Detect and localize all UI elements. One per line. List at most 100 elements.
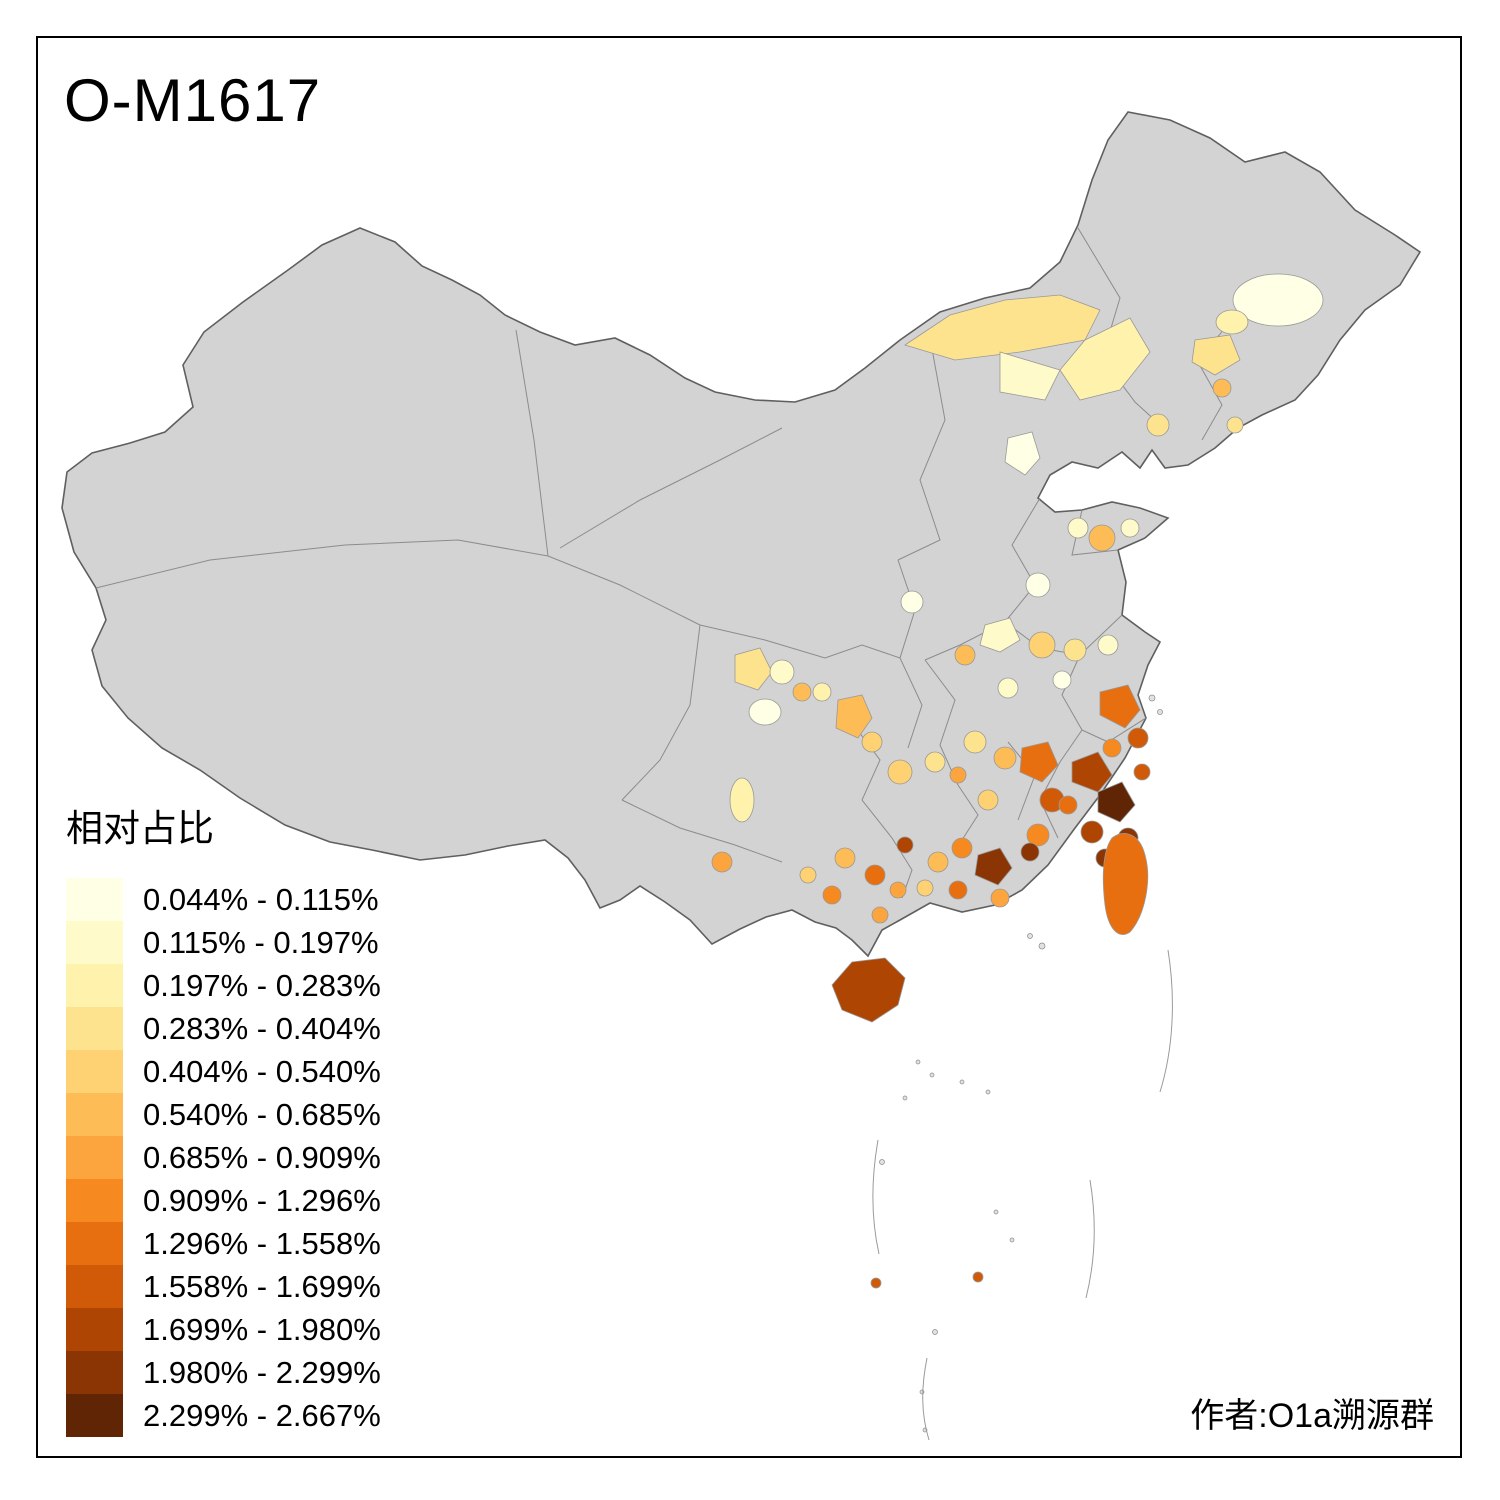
map-region [949,766,967,784]
map-region [997,677,1019,699]
map-region [792,682,812,702]
map-region [769,659,795,685]
legend-label: 0.115% - 0.197% [143,924,379,960]
map-region [711,851,733,873]
map-region [1232,273,1324,327]
map-region [812,682,832,702]
map-region [1097,781,1136,823]
map-region [889,881,907,899]
map-region [1026,823,1050,847]
attribution-text: 作者:O1a溯源群 [1190,1397,1434,1435]
legend-row: 0.044% - 0.115% [66,878,381,921]
legend-row: 0.283% - 0.404% [66,1007,381,1050]
map-region [974,847,1013,886]
legend-label: 0.404% - 0.540% [143,1053,381,1089]
legend-row: 0.404% - 0.540% [66,1050,381,1093]
map-region [734,647,773,691]
legend-row: 0.115% - 0.197% [66,921,381,964]
map-region [948,880,968,900]
plot-border [36,36,1462,1458]
legend-swatch [66,1351,123,1394]
legend-swatch [66,1050,123,1093]
map-region [1080,820,1104,844]
legend-row: 1.980% - 2.299% [66,1351,381,1394]
sea-boundary-dashes [872,949,1173,1441]
map-region [1120,518,1140,538]
map-region [993,746,1017,770]
map-region [1133,763,1151,781]
legend-label: 0.540% - 0.685% [143,1096,381,1132]
legend-label: 1.558% - 1.699% [143,1268,381,1304]
map-region [1088,524,1116,552]
map-region [1191,334,1241,376]
map-region [799,866,817,884]
legend-row: 0.685% - 0.909% [66,1136,381,1179]
legend-swatch [66,1179,123,1222]
map-region [1020,842,1040,862]
map-region [822,885,842,905]
map-region [834,847,856,869]
legend-swatch [66,964,123,1007]
legend-title: 相对占比 [66,808,214,849]
map-region [1226,416,1244,434]
map-region [1067,517,1089,539]
map-region [1102,833,1149,935]
legend-row: 2.299% - 2.667% [66,1394,381,1437]
legend-row: 1.296% - 1.558% [66,1222,381,1265]
legend-label: 1.699% - 1.980% [143,1311,381,1347]
map-region [1004,431,1041,476]
map-region [924,751,946,773]
legend-swatch [66,878,123,921]
map-region [861,731,883,753]
map-region [900,590,924,614]
legend-swatch [66,921,123,964]
legend-label: 1.296% - 1.558% [143,1225,381,1261]
map-region [979,617,1021,653]
map-region [990,888,1010,908]
map-region [870,1277,882,1289]
map-region [927,851,949,873]
map-region [1025,572,1051,598]
legend-swatch [66,1093,123,1136]
legend-swatch [66,1308,123,1351]
map-region [972,1271,984,1283]
map-region [748,698,782,726]
map-region [835,694,873,739]
legend-swatch [66,1265,123,1308]
map-region [1063,638,1087,662]
map-region [1058,795,1078,815]
legend: 相对占比 0.044% - 0.115% 0.115% - 0.197% 0.197… [66,798,381,1437]
map-region [1127,727,1149,749]
legend-rows: 0.044% - 0.115% 0.115% - 0.197% 0.197% - 0… [66,878,381,1437]
map-region [1212,378,1232,398]
legend-label: 1.980% - 2.299% [143,1354,381,1390]
map-region [1099,684,1141,729]
map-regions [711,273,1324,1289]
map-region [1102,738,1122,758]
map-region [887,759,913,785]
legend-row: 0.909% - 1.296% [66,1179,381,1222]
legend-swatch [66,1007,123,1050]
map-region [831,957,906,1023]
map-region [954,644,976,666]
map-region [1146,413,1170,437]
legend-row: 0.540% - 0.685% [66,1093,381,1136]
legend-row: 0.197% - 0.283% [66,964,381,1007]
map-region [896,836,914,854]
legend-swatch [66,1136,123,1179]
legend-swatch [66,1222,123,1265]
legend-label: 0.283% - 0.404% [143,1010,381,1046]
map-region [1028,631,1056,659]
legend-row: 1.699% - 1.980% [66,1308,381,1351]
legend-label: 0.197% - 0.283% [143,967,381,1003]
map-region [1097,634,1119,656]
map-region [951,837,973,859]
map-region [871,906,889,924]
legend-label: 0.685% - 0.909% [143,1139,381,1175]
map-region [916,879,934,897]
map-region [1019,741,1059,783]
map-region [864,864,886,886]
map-region [1052,670,1072,690]
